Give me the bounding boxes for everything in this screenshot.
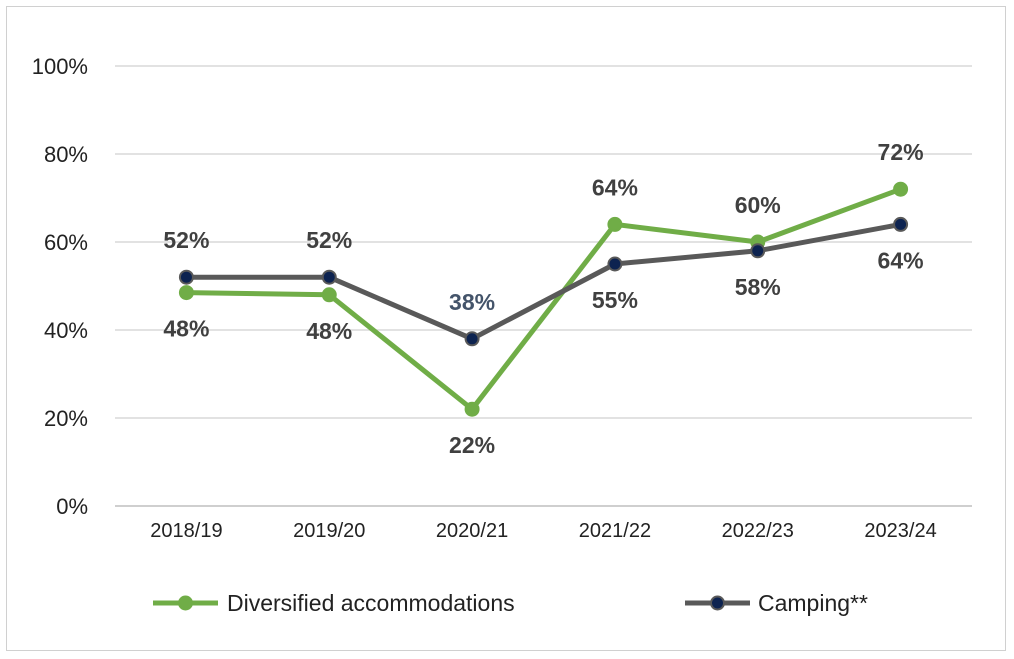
series-layer bbox=[178, 181, 909, 417]
x-tick-label: 2020/21 bbox=[436, 520, 508, 542]
data-label: 22% bbox=[449, 432, 495, 458]
data-label: 58% bbox=[735, 274, 781, 300]
legend-marker bbox=[178, 595, 193, 611]
data-label: 48% bbox=[306, 318, 352, 344]
data-point bbox=[893, 181, 909, 197]
data-point bbox=[607, 256, 623, 272]
data-label: 48% bbox=[163, 316, 209, 342]
data-label: 72% bbox=[878, 139, 924, 165]
data-point bbox=[607, 216, 623, 232]
data-label: 55% bbox=[592, 287, 638, 313]
x-tick-label: 2023/24 bbox=[864, 520, 936, 542]
data-point bbox=[321, 269, 337, 285]
data-label: 52% bbox=[163, 227, 209, 253]
series-line bbox=[186, 186, 902, 412]
data-label: 52% bbox=[306, 227, 352, 253]
data-point bbox=[893, 216, 909, 232]
y-tick-label: 80% bbox=[44, 142, 88, 167]
data-point bbox=[750, 243, 766, 259]
data-label: 64% bbox=[878, 247, 924, 273]
data-label: 38% bbox=[449, 289, 495, 315]
data-label: 64% bbox=[592, 174, 638, 200]
data-point bbox=[178, 285, 194, 301]
data-label: 60% bbox=[735, 192, 781, 218]
legend-label: Camping** bbox=[758, 590, 868, 616]
y-tick-label: 100% bbox=[32, 54, 88, 79]
legend: Diversified accommodations Camping** bbox=[153, 590, 868, 616]
legend-marker bbox=[710, 595, 725, 611]
y-tick-label: 20% bbox=[44, 406, 88, 431]
y-tick-label: 40% bbox=[44, 318, 88, 343]
y-tick-label: 60% bbox=[44, 230, 88, 255]
y-axis-ticks: 0% 20% 40% 60% 80% 100% bbox=[32, 54, 88, 519]
data-point bbox=[321, 287, 337, 303]
gridlines bbox=[115, 65, 972, 507]
x-tick-label: 2022/23 bbox=[722, 520, 794, 542]
data-point bbox=[464, 401, 480, 417]
y-tick-label: 0% bbox=[56, 494, 88, 519]
data-point bbox=[464, 331, 480, 347]
chart-frame bbox=[6, 6, 1006, 651]
x-axis-ticks: 2018/19 2019/20 2020/21 2021/22 2022/23 2023/… bbox=[150, 520, 936, 542]
x-tick-label: 2018/19 bbox=[150, 520, 222, 542]
data-labels: 48% 48% 22% 64% 60% 72% 52% 52% 38% 55% 58% 64% bbox=[163, 139, 923, 458]
data-point bbox=[178, 269, 194, 285]
legend-label: Diversified accommodations bbox=[227, 590, 515, 616]
x-tick-label: 2021/22 bbox=[579, 520, 651, 542]
series-line bbox=[186, 221, 902, 342]
x-tick-label: 2019/20 bbox=[293, 520, 365, 542]
